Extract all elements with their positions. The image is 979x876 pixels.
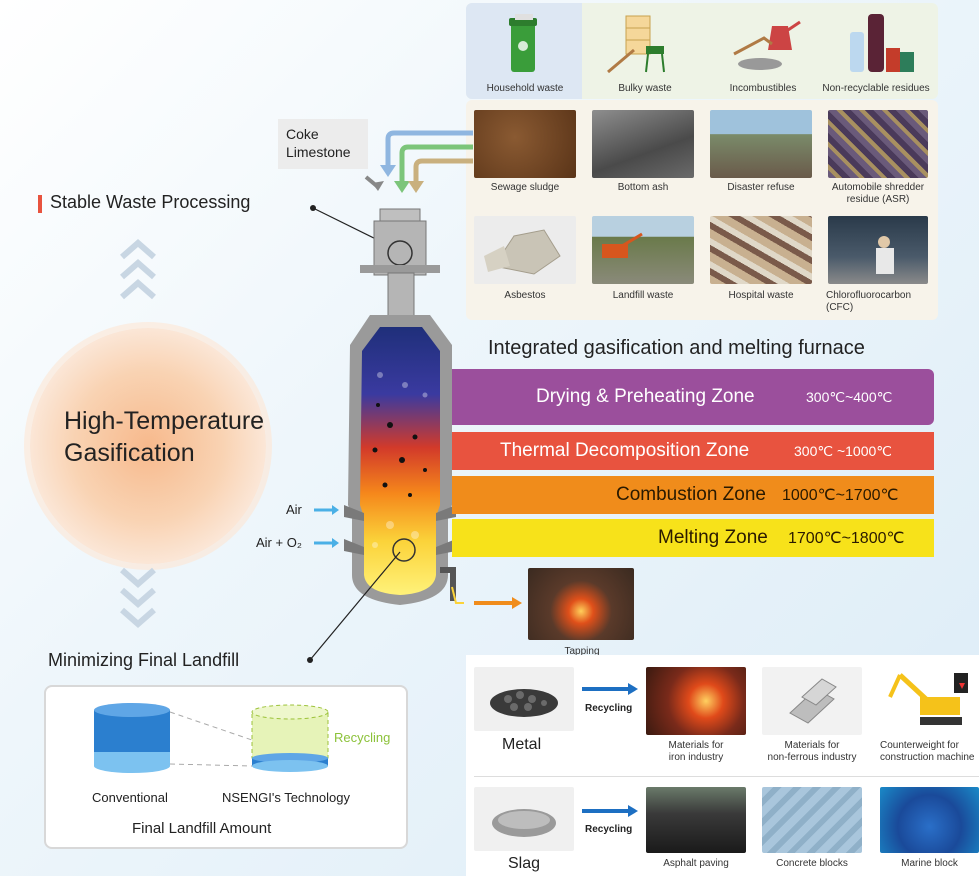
counterweight-photo <box>880 667 979 735</box>
marine-block-photo <box>880 787 979 853</box>
high-temp-title: High-Temperature Gasification <box>64 407 265 467</box>
incombustibles-caption: Incombustibles <box>729 83 797 94</box>
counterweight-caption: Counterweight for construction machine <box>880 740 975 763</box>
asphalt-caption: Asphalt paving <box>663 858 729 869</box>
asbestos-photo <box>474 216 576 284</box>
slag-photo <box>474 787 574 851</box>
tapping-arrow <box>451 586 522 609</box>
metal-recycling-label: Recycling <box>585 703 633 714</box>
non-recyclable-caption: Non-recyclable residues <box>822 83 930 94</box>
zone-drying: Drying & Preheating Zone 300℃~400℃ <box>452 369 934 425</box>
air-label: Air <box>286 502 302 517</box>
metal-label: Metal <box>502 736 542 753</box>
zone-thermal: Thermal Decomposition Zone 300℃ ~1000℃ <box>452 432 934 470</box>
bottom-ash-caption: Bottom ash <box>617 182 669 193</box>
landfill-recycling-label: Recycling <box>334 730 391 745</box>
metal-photo <box>474 667 574 731</box>
furnace-heading: Integrated gasification and melting furn… <box>488 337 865 359</box>
furnace-diagram <box>344 208 456 605</box>
sewage-sludge-caption: Sewage sludge <box>490 182 560 193</box>
air-o2-label: Air + O₂ <box>256 535 302 550</box>
high-temp-circle <box>30 328 266 564</box>
nsengi-label: NSENGI's Technology <box>222 790 350 805</box>
slag-recycling-arrow <box>582 805 638 817</box>
air-arrow-icon <box>314 505 339 515</box>
iron-industry-caption: Materials for iron industry <box>668 740 724 763</box>
landfill-cylinders <box>94 703 329 773</box>
conventional-label: Conventional <box>92 790 168 805</box>
tapping-photo <box>528 568 634 640</box>
sewage-sludge-photo <box>474 110 576 178</box>
stable-processing-heading: Stable Waste Processing <box>50 192 251 212</box>
asphalt-paving-photo <box>646 787 746 853</box>
air-o2-arrow-icon <box>314 538 339 548</box>
household-waste-bin-icon <box>509 14 537 72</box>
feed-arrows <box>364 130 473 193</box>
non-ferrous-caption: Materials for non-ferrous industry <box>767 740 857 763</box>
concrete-blocks-photo <box>762 787 862 853</box>
non-ferrous-photo <box>762 667 862 735</box>
zone-melting-name: Melting Zone <box>658 527 768 548</box>
limestone-label: Limestone <box>286 144 351 160</box>
marine-caption: Marine block <box>901 858 958 869</box>
landfill-title: Final Landfill Amount <box>132 820 272 837</box>
zone-thermal-name: Thermal Decomposition Zone <box>500 440 750 461</box>
bulky-waste-furniture-icon <box>607 15 665 74</box>
incombustibles-icon <box>733 20 801 70</box>
hospital-waste-photo <box>710 216 812 284</box>
disaster-refuse-caption: Disaster refuse <box>727 182 795 193</box>
zone-melting: Melting Zone 1700℃~1800℃ <box>452 519 934 557</box>
zone-combustion-temp: 1000℃~1700℃ <box>782 487 899 504</box>
zone-combustion: Combustion Zone 1000℃~1700℃ <box>452 476 934 514</box>
tapping-caption: Tapping <box>564 646 600 657</box>
metal-recycling-arrow <box>582 683 638 695</box>
minimizing-heading: Minimizing Final Landfill <box>48 650 240 670</box>
asr-photo <box>828 110 928 178</box>
recycling-divider <box>474 776 979 777</box>
coke-limestone-box: Coke Limestone <box>278 119 368 169</box>
asbestos-caption: Asbestos <box>504 290 546 301</box>
down-chevrons-icon <box>120 567 156 628</box>
zone-thermal-temp: 300℃ ~1000℃ <box>794 442 893 459</box>
non-recyclable-residues-icon <box>850 14 914 72</box>
asr-caption: Automobile shredder residue (ASR) <box>831 182 925 205</box>
landfill-waste-caption: Landfill waste <box>612 290 674 301</box>
slag-label: Slag <box>508 855 541 872</box>
up-chevrons-icon <box>120 239 156 300</box>
zone-drying-name: Drying & Preheating Zone <box>536 386 755 407</box>
hospital-waste-caption: Hospital waste <box>728 290 794 301</box>
minimizing-leader-line <box>307 551 401 663</box>
zone-melting-temp: 1700℃~1800℃ <box>788 530 905 547</box>
stable-processing-marker <box>38 195 42 213</box>
concrete-caption: Concrete blocks <box>776 858 848 869</box>
landfill-waste-photo <box>592 216 694 284</box>
zone-combustion-name: Combustion Zone <box>616 484 766 505</box>
bulky-waste-caption: Bulky waste <box>618 83 672 94</box>
disaster-refuse-photo <box>710 110 812 178</box>
bottom-ash-photo <box>592 110 694 178</box>
household-waste-caption: Household waste <box>486 83 564 94</box>
zone-drying-temp: 300℃~400℃ <box>806 388 893 405</box>
slag-recycling-label: Recycling <box>585 824 633 835</box>
cfc-photo <box>828 216 928 284</box>
iron-industry-photo <box>646 667 746 735</box>
cfc-caption: Chlorofluorocarbon (CFC) <box>826 290 912 313</box>
coke-label: Coke <box>286 126 319 142</box>
